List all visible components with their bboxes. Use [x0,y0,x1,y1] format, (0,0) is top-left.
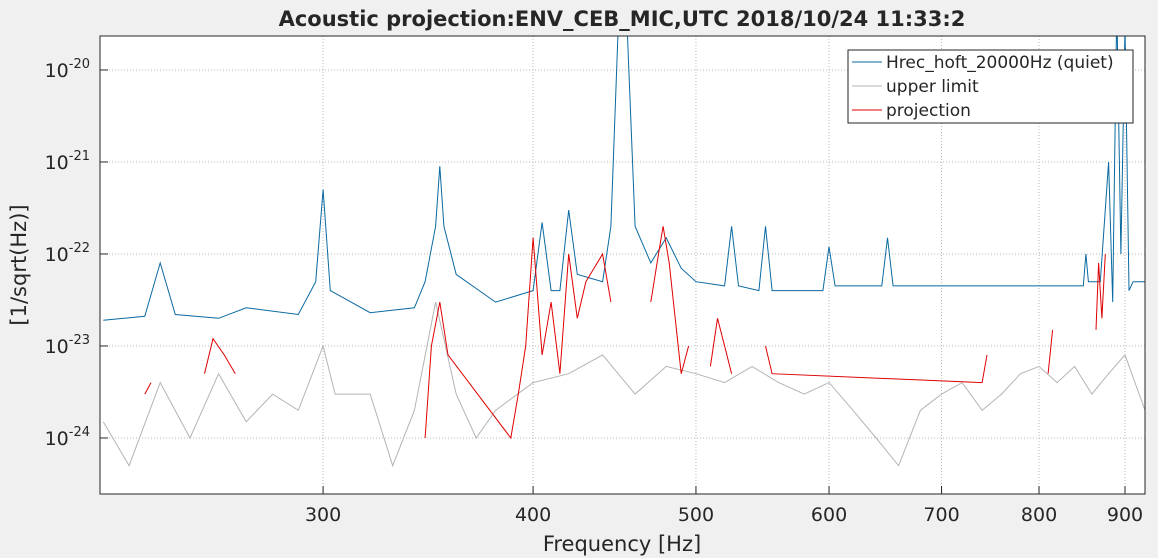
legend-box [847,49,1134,124]
series-line [103,36,1145,321]
x-tick-label: 500 [678,504,714,526]
x-axis-label: Frequency [Hz] [543,532,701,556]
y-tick-label: 10-24 [45,425,90,450]
legend-label: projection [886,101,971,121]
x-tick-label: 700 [923,504,959,526]
legend-label: Hrec_hoft_20000Hz (quiet) [886,53,1114,73]
y-tick-base: 10 [45,336,69,358]
y-tick-exponent: -24 [69,425,90,440]
y-tick-label: 10-21 [45,149,90,174]
y-tick-label: 10-20 [45,57,90,82]
y-axis-label: [1/sqrt(Hz)] [7,204,31,325]
y-tick-base: 10 [45,60,69,82]
series-group [102,36,1145,468]
legend-label: upper limit [886,77,979,97]
y-tick-base: 10 [45,244,69,266]
x-tick-label: 900 [1107,504,1143,526]
chart-title: Acoustic projection:ENV_CEB_MIC,UTC 2018… [279,7,966,31]
y-tick-base: 10 [45,428,69,450]
x-tick-label: 300 [305,504,341,526]
y-tick-exponent: -20 [69,57,90,72]
y-tick-label: 10-23 [45,333,90,358]
x-tick-label: 400 [515,504,551,526]
y-tick-exponent: -23 [69,333,90,348]
y-tick-base: 10 [45,152,69,174]
x-tick-label: 800 [1021,504,1057,526]
y-tick-label: 10-22 [45,241,90,266]
series-line [144,226,1106,440]
axes-box [99,35,1146,495]
y-tick-exponent: -21 [69,149,90,164]
x-tick-label: 600 [811,504,847,526]
y-tick-exponent: -22 [69,241,90,256]
